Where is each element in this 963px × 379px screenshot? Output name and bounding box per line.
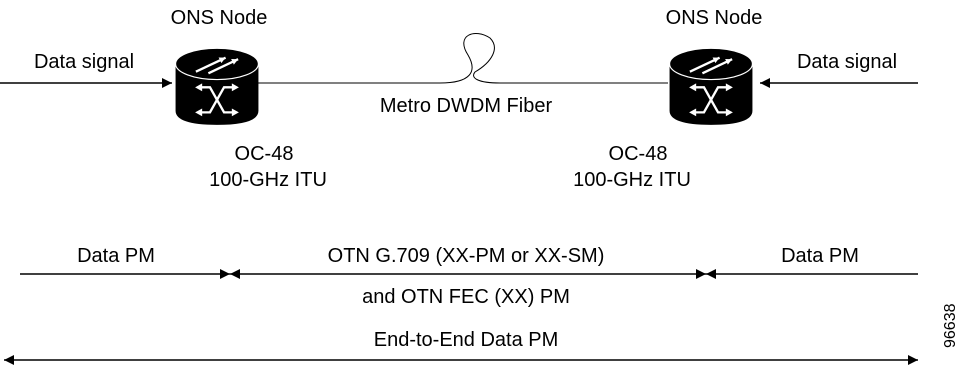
right-node-rate: OC-48	[609, 143, 668, 165]
left-node-rate: OC-48	[235, 143, 294, 165]
left-router-node-icon	[176, 48, 259, 125]
middle-segment-label-1: OTN G.709 (XX-PM or XX-SM)	[328, 245, 605, 267]
right-node-title: ONS Node	[666, 7, 763, 29]
end-to-end-label: End-to-End Data PM	[374, 329, 559, 351]
figure-id: 96638	[942, 303, 959, 348]
left-node-itu: 100-GHz ITU	[209, 169, 327, 191]
fiber-label: Metro DWDM Fiber	[380, 95, 553, 117]
right-router-node-icon	[670, 48, 753, 125]
right-segment-label: Data PM	[781, 245, 859, 267]
fiber-loop-icon	[258, 33, 668, 84]
left-segment-label: Data PM	[77, 245, 155, 267]
middle-segment-label-2: and OTN FEC (XX) PM	[362, 286, 570, 308]
left-node-title: ONS Node	[171, 7, 268, 29]
right-node-itu: 100-GHz ITU	[573, 169, 691, 191]
right-data-signal-label: Data signal	[797, 51, 897, 73]
left-data-signal-label: Data signal	[34, 51, 134, 73]
